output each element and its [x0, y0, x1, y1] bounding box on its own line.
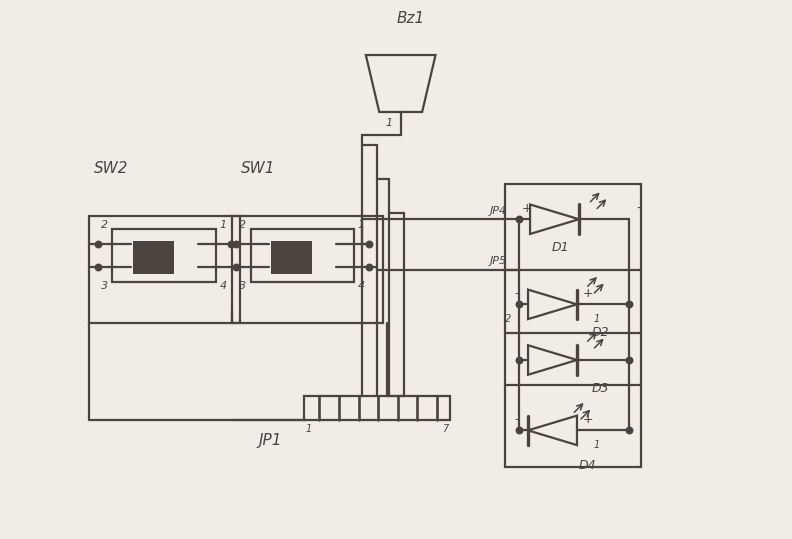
Text: 1: 1: [357, 220, 364, 230]
Text: D1: D1: [551, 241, 569, 254]
Bar: [112, 229, 216, 281]
Text: SW2: SW2: [94, 162, 128, 176]
Point: [623, 426, 635, 434]
Point: [363, 262, 375, 271]
Text: 7: 7: [442, 424, 448, 434]
Point: [512, 300, 525, 309]
Point: [623, 356, 635, 364]
Text: 3: 3: [239, 281, 246, 291]
Point: [512, 426, 525, 434]
Point: [230, 262, 242, 271]
Text: -: -: [514, 413, 519, 426]
Text: 1: 1: [306, 424, 312, 434]
Point: [225, 240, 238, 248]
Point: [91, 240, 104, 248]
Text: 1: 1: [594, 440, 600, 450]
Text: -: -: [637, 202, 642, 216]
Text: D4: D4: [578, 459, 596, 472]
Text: 2: 2: [101, 220, 108, 230]
Text: D2: D2: [592, 326, 609, 339]
Text: 4: 4: [219, 281, 227, 291]
Bar: [132, 241, 174, 273]
Text: 3: 3: [101, 281, 108, 291]
Point: [512, 215, 525, 224]
Text: SW1: SW1: [242, 162, 276, 176]
Text: +: +: [583, 413, 594, 426]
Text: 1: 1: [219, 220, 227, 230]
Bar: [304, 396, 450, 420]
Text: -: -: [514, 287, 519, 300]
Bar: [89, 216, 240, 323]
Text: JP5: JP5: [490, 257, 507, 266]
Text: +: +: [583, 287, 594, 300]
Text: 2: 2: [239, 220, 246, 230]
Point: [230, 240, 242, 248]
Text: 4: 4: [357, 281, 364, 291]
Text: JP4: JP4: [490, 206, 507, 216]
Text: JP1: JP1: [259, 433, 283, 448]
Bar: [505, 184, 641, 467]
Point: [363, 240, 375, 248]
Text: 2: 2: [505, 314, 511, 324]
Text: D3: D3: [592, 382, 609, 395]
Text: Bz1: Bz1: [397, 11, 425, 26]
Point: [623, 300, 635, 309]
Bar: [271, 241, 312, 273]
Bar: [250, 229, 355, 281]
Bar: [232, 216, 383, 323]
Text: +: +: [521, 202, 532, 215]
Point: [512, 356, 525, 364]
Text: 1: 1: [594, 314, 600, 324]
Point: [91, 262, 104, 271]
Text: 1: 1: [385, 119, 392, 128]
